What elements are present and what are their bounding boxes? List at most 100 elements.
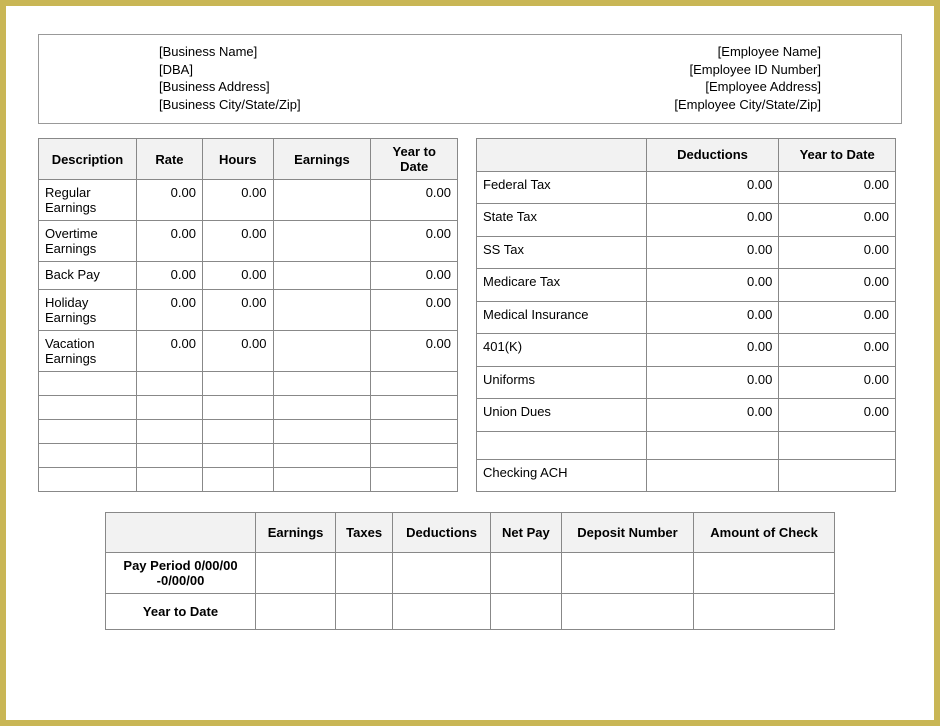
employee-address: [Employee Address] — [674, 78, 821, 96]
cell-ytd: 0.00 — [371, 262, 458, 290]
col-description: Description — [39, 139, 137, 180]
cell-desc: State Tax — [477, 204, 647, 237]
earnings-table: Description Rate Hours Earnings Year to … — [38, 138, 458, 492]
table-row: Holiday Earnings0.000.000.00 — [39, 290, 458, 331]
row-label: Year to Date — [106, 594, 256, 630]
cell — [393, 594, 491, 630]
table-row — [39, 444, 458, 468]
cell-earn — [273, 262, 371, 290]
cell-ytd: 0.00 — [779, 334, 896, 367]
cell-rate: 0.00 — [136, 290, 202, 331]
cell-desc: Medicare Tax — [477, 269, 647, 302]
cell-ytd: 0.00 — [779, 236, 896, 269]
table-row: Overtime Earnings0.000.000.00 — [39, 221, 458, 262]
cell-desc: Federal Tax — [477, 171, 647, 204]
cell-ytd: 0.00 — [779, 171, 896, 204]
cell-ytd: 0.00 — [371, 221, 458, 262]
table-row — [39, 420, 458, 444]
cell-ded: 0.00 — [646, 399, 779, 432]
col-rate: Rate — [136, 139, 202, 180]
table-row: State Tax0.000.00 — [477, 204, 896, 237]
cell-ytd: 0.00 — [371, 331, 458, 372]
table-row — [39, 468, 458, 492]
cell-desc: Holiday Earnings — [39, 290, 137, 331]
cell-ded — [646, 459, 779, 492]
cell-earn — [273, 290, 371, 331]
cell-desc: Vacation Earnings — [39, 331, 137, 372]
cell-ytd — [779, 431, 896, 459]
col-blank — [106, 513, 256, 553]
cell-desc: 401(K) — [477, 334, 647, 367]
cell-rate: 0.00 — [136, 221, 202, 262]
cell-earn — [273, 180, 371, 221]
table-row: Uniforms0.000.00 — [477, 366, 896, 399]
cell — [336, 553, 393, 594]
table-row: Checking ACH — [477, 459, 896, 492]
cell — [490, 594, 561, 630]
table-row — [477, 431, 896, 459]
cell-earn — [273, 221, 371, 262]
cell — [694, 553, 835, 594]
cell-ytd: 0.00 — [779, 301, 896, 334]
cell-hours: 0.00 — [202, 331, 273, 372]
cell-ytd: 0.00 — [779, 366, 896, 399]
table-row: Union Dues0.000.00 — [477, 399, 896, 432]
cell-ded: 0.00 — [646, 204, 779, 237]
cell — [393, 553, 491, 594]
cell — [490, 553, 561, 594]
cell-ded: 0.00 — [646, 366, 779, 399]
cell-desc: SS Tax — [477, 236, 647, 269]
col-netpay: Net Pay — [490, 513, 561, 553]
cell-desc: Regular Earnings — [39, 180, 137, 221]
employee-id: [Employee ID Number] — [674, 61, 821, 79]
business-address: [Business Address] — [159, 78, 301, 96]
table-row: Pay Period 0/00/00 -0/00/00 — [106, 553, 835, 594]
cell — [256, 553, 336, 594]
cell-ytd: 0.00 — [371, 290, 458, 331]
cell-ytd: 0.00 — [779, 399, 896, 432]
cell-rate: 0.00 — [136, 262, 202, 290]
table-row — [39, 396, 458, 420]
cell-desc: Union Dues — [477, 399, 647, 432]
col-ytd: Year to Date — [779, 139, 896, 172]
table-row: 401(K)0.000.00 — [477, 334, 896, 367]
cell-desc — [477, 431, 647, 459]
table-row — [39, 372, 458, 396]
table-row: SS Tax0.000.00 — [477, 236, 896, 269]
deductions-table: Deductions Year to Date Federal Tax0.000… — [476, 138, 896, 492]
cell-hours: 0.00 — [202, 180, 273, 221]
cell-earn — [273, 331, 371, 372]
paystub-frame: [Business Name] [DBA] [Business Address]… — [0, 0, 940, 726]
table-row: Year to Date — [106, 594, 835, 630]
cell — [561, 553, 693, 594]
cell-ytd — [779, 459, 896, 492]
col-ytd: Year to Date — [371, 139, 458, 180]
col-deposit: Deposit Number — [561, 513, 693, 553]
summary-table: Earnings Taxes Deductions Net Pay Deposi… — [105, 512, 835, 630]
cell-hours: 0.00 — [202, 262, 273, 290]
table-row: Federal Tax0.000.00 — [477, 171, 896, 204]
table-row: Medicare Tax0.000.00 — [477, 269, 896, 302]
cell-desc: Uniforms — [477, 366, 647, 399]
cell — [561, 594, 693, 630]
cell-desc: Overtime Earnings — [39, 221, 137, 262]
employee-city-state-zip: [Employee City/State/Zip] — [674, 96, 821, 114]
table-row: Medical Insurance0.000.00 — [477, 301, 896, 334]
table-row: Back Pay0.000.000.00 — [39, 262, 458, 290]
cell-hours: 0.00 — [202, 221, 273, 262]
business-dba: [DBA] — [159, 61, 301, 79]
cell-rate: 0.00 — [136, 331, 202, 372]
table-row: Regular Earnings0.000.000.00 — [39, 180, 458, 221]
cell — [256, 594, 336, 630]
header-box: [Business Name] [DBA] [Business Address]… — [38, 34, 902, 124]
cell-ded: 0.00 — [646, 269, 779, 302]
cell-desc: Checking ACH — [477, 459, 647, 492]
cell-ded — [646, 431, 779, 459]
cell-hours: 0.00 — [202, 290, 273, 331]
cell-desc: Medical Insurance — [477, 301, 647, 334]
col-deductions: Deductions — [646, 139, 779, 172]
employee-info: [Employee Name] [Employee ID Number] [Em… — [674, 43, 891, 113]
cell — [336, 594, 393, 630]
row-label: Pay Period 0/00/00 -0/00/00 — [106, 553, 256, 594]
cell-ytd: 0.00 — [779, 269, 896, 302]
